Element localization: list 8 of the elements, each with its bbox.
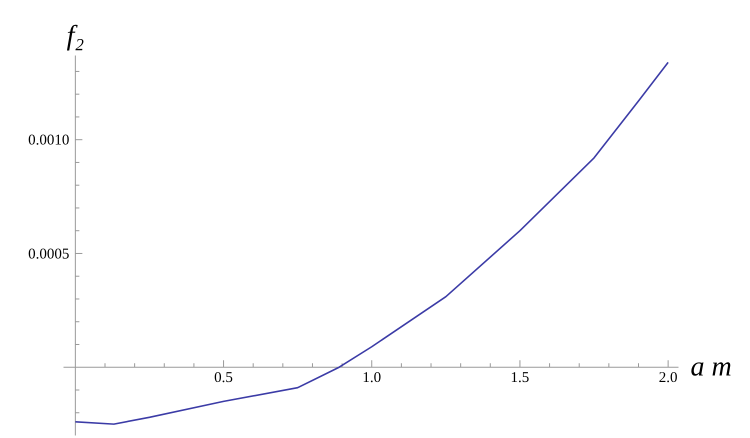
x-tick-label: 2.0 [658,370,678,386]
y-tick-label: 0.0010 [28,132,70,149]
x-tick-label: 1.5 [510,370,530,386]
x-tick-label: 1.0 [362,370,382,386]
x-axis-title: a m [690,352,732,383]
y-tick-label: 0.0005 [28,246,70,262]
y-axis-title: f₂ [66,20,84,52]
x-tick-label: 0.5 [214,370,233,386]
